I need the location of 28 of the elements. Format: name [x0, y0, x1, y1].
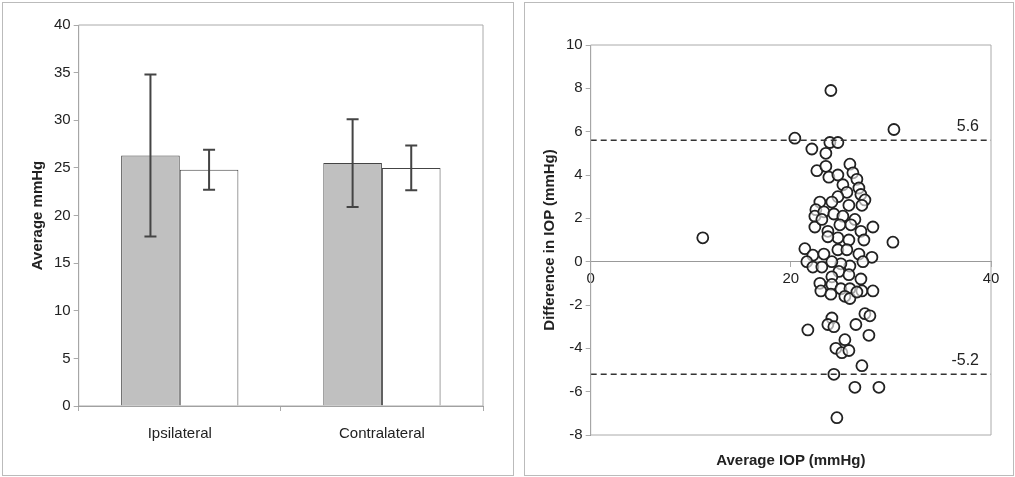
y-tick-label: 10	[54, 300, 71, 318]
x-axis-title: Average IOP (mmHg)	[716, 450, 866, 468]
y-tick-label: -4	[569, 338, 583, 356]
y-tick-label: -8	[569, 425, 583, 443]
y-tick-label: -2	[569, 295, 583, 313]
y-axis-title: Difference in IOP (mmHg)	[540, 149, 558, 331]
y-axis-title: Average mmHg	[28, 160, 46, 271]
y-tick-label: 30	[54, 110, 71, 128]
ref-line-label: -5.2	[951, 350, 980, 368]
y-tick-label: 4	[574, 165, 583, 183]
ref-line-label: 5.6	[956, 116, 980, 134]
y-tick-label: 0	[62, 396, 71, 414]
y-tick-label: 2	[574, 208, 583, 226]
x-tick-label: 20	[782, 268, 800, 286]
y-tick-label: 5	[62, 348, 71, 366]
y-tick-label: 10	[566, 35, 583, 53]
y-tick-label: 20	[54, 205, 71, 223]
x-tick-label: 40	[982, 268, 1000, 286]
y-tick-label: 0	[574, 251, 583, 269]
x-tick-label: Ipsilateral	[147, 424, 212, 442]
y-tick-label: 8	[574, 78, 583, 96]
y-tick-label: -6	[569, 381, 583, 399]
y-tick-label: 35	[54, 62, 71, 80]
x-tick-label: Contralateral	[338, 424, 425, 442]
y-tick-label: 40	[54, 15, 71, 33]
y-tick-label: 15	[54, 253, 71, 271]
y-tick-label: 6	[574, 121, 583, 139]
y-tick-label: 25	[54, 158, 71, 176]
